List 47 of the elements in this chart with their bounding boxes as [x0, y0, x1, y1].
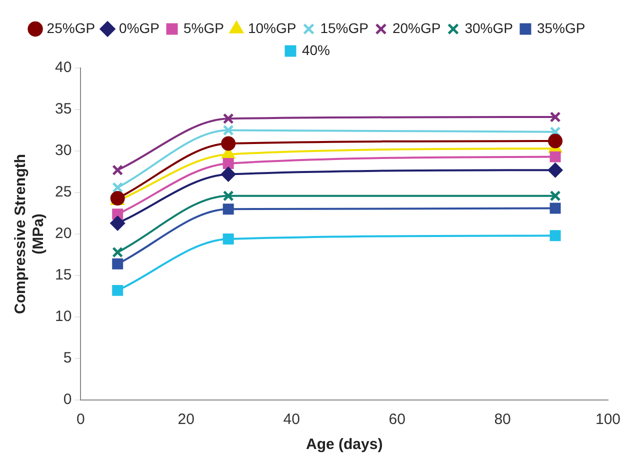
x-tick-label: 100: [595, 411, 621, 428]
point: [222, 113, 234, 124]
x-axis-title: Age (days): [306, 436, 383, 454]
legend-label: 25%GP: [46, 20, 96, 36]
y-tick-label: 0: [63, 391, 72, 408]
point: [222, 158, 234, 169]
x-tick-label: 0: [76, 411, 85, 428]
point: [221, 166, 236, 182]
y-tick-label: 5: [63, 350, 72, 367]
x-tick-label: 20: [178, 411, 194, 428]
y-tick-label: 35: [54, 100, 72, 118]
point: [550, 111, 561, 122]
y-tick-label: 20: [54, 225, 72, 242]
point: [550, 202, 561, 214]
legend-label: 30%GP: [464, 20, 513, 36]
y-tick-label: 25: [54, 184, 72, 201]
point: [550, 230, 561, 242]
legend-label: 15%GP: [320, 20, 368, 36]
y-axis-title: Compressive Strength (MPa): [12, 154, 48, 314]
point: [112, 182, 124, 194]
point: [110, 216, 125, 230]
y-tick-label: 30: [54, 142, 72, 160]
point: [222, 124, 234, 136]
legend-label: 20%GP: [392, 20, 441, 36]
point: [222, 233, 234, 244]
y-tick-label: 10: [54, 308, 72, 326]
point: [222, 190, 234, 202]
legend-label: 0%GP: [119, 20, 160, 36]
x-tick-label: 60: [388, 411, 406, 428]
y-tick-label: 15: [54, 266, 72, 284]
legend-label: 35%GP: [536, 20, 586, 36]
point: [548, 162, 563, 178]
legend-label: 10%GP: [248, 20, 296, 36]
legend-label: 40%: [302, 42, 330, 58]
point: [221, 136, 236, 151]
y-tick-label: 40: [54, 59, 72, 76]
point: [550, 151, 561, 162]
point: [112, 246, 124, 258]
x-tick-label: 40: [283, 411, 300, 428]
legend-label: 5%GP: [184, 20, 224, 36]
point: [550, 190, 561, 202]
point: [548, 134, 563, 148]
point: [112, 164, 124, 176]
point: [112, 258, 124, 270]
point: [112, 284, 124, 296]
point: [222, 204, 234, 215]
x-tick-label: 80: [494, 411, 511, 428]
